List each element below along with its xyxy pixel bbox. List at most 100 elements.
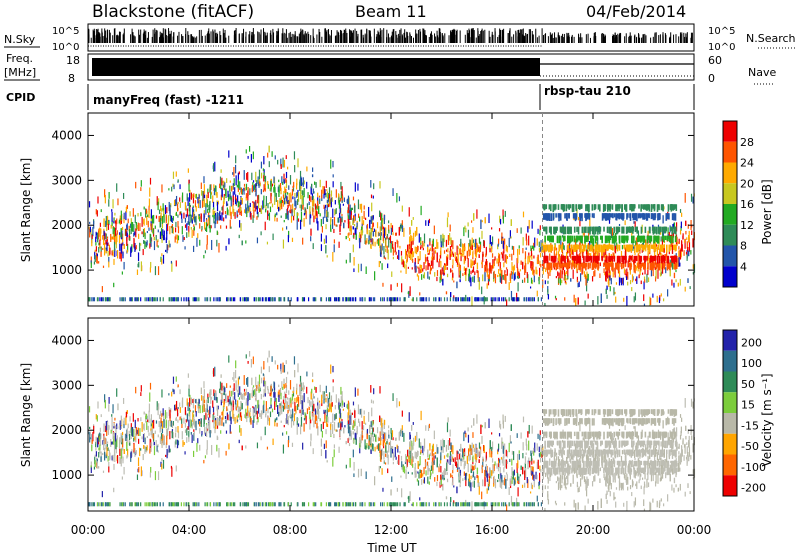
power-cell [457, 253, 459, 263]
power-cell [123, 297, 125, 302]
power-cell [452, 265, 454, 269]
velocity-cell [433, 455, 435, 463]
power-cell [452, 253, 455, 257]
velocity-cell [390, 446, 392, 449]
power-cell [151, 223, 154, 233]
power-cell [245, 203, 247, 214]
power-cell [522, 237, 524, 246]
power-cell [225, 214, 227, 219]
velocity-cell [423, 479, 425, 484]
power-cell [264, 181, 267, 191]
power-cell [312, 208, 314, 216]
power-cell [511, 271, 513, 279]
power-cell [648, 235, 650, 240]
power-cell [500, 273, 503, 284]
power-cell [183, 237, 185, 241]
power-cell [105, 233, 107, 240]
power-cell [666, 248, 668, 258]
power-cell [112, 226, 114, 235]
velocity-cell [297, 394, 299, 402]
power-cell [607, 244, 609, 251]
power-cell [210, 184, 212, 191]
velocity-cell [597, 442, 599, 452]
velocity-cell [191, 423, 193, 429]
power-cell [258, 169, 261, 180]
velocity-cell [246, 413, 248, 423]
power-cell [361, 297, 364, 302]
power-cell [251, 172, 253, 181]
power-cell [473, 213, 475, 221]
power-cell [686, 237, 688, 241]
power-cell [631, 274, 634, 283]
power-cell [318, 195, 321, 198]
power-cell [498, 228, 501, 232]
power-cell [521, 279, 524, 283]
power-cell [192, 194, 195, 204]
power-cell [477, 274, 479, 282]
power-cell [481, 286, 483, 295]
power-cell [401, 256, 403, 263]
power-cell [526, 239, 528, 246]
power-cell [121, 230, 123, 240]
power-cell [592, 254, 595, 258]
velocity-cell [160, 461, 162, 467]
power-cell [654, 226, 656, 232]
power-cell [216, 297, 219, 302]
velocity-cell [263, 400, 265, 406]
power-cell [493, 270, 495, 279]
power-cell [212, 201, 215, 208]
velocity-cell [511, 458, 513, 466]
power-cell [690, 250, 692, 255]
power-cell [181, 218, 183, 224]
velocity-cell [661, 461, 663, 469]
power-cell [239, 297, 241, 302]
power-cell [489, 262, 491, 272]
power-cell [547, 280, 549, 284]
power-cell [611, 213, 614, 218]
velocity-cell [516, 433, 518, 438]
power-cell [589, 262, 591, 269]
power-cell [229, 185, 231, 192]
power-cell [423, 262, 425, 270]
power-cell [259, 181, 261, 185]
power-cell [632, 226, 634, 234]
velocity-cell [636, 467, 638, 474]
power-cell [265, 204, 267, 211]
power-cell [175, 260, 177, 267]
power-cell [570, 235, 572, 243]
power-cell [188, 183, 190, 192]
velocity-cell [281, 404, 284, 408]
velocity-cell [104, 394, 106, 403]
velocity-cell [132, 413, 134, 422]
power-cell [462, 273, 464, 277]
power-cell [461, 297, 463, 302]
power-cell [680, 250, 682, 258]
power-cell [627, 260, 629, 268]
power-cell [605, 262, 607, 270]
velocity-cell [418, 438, 420, 448]
power-cell [292, 203, 294, 213]
power-cell [559, 278, 562, 286]
power-cell [672, 204, 675, 211]
power-cell [632, 204, 635, 210]
power-cell [392, 247, 394, 256]
power-cell [446, 297, 448, 302]
power-cell [326, 191, 329, 199]
power-cell [117, 198, 119, 206]
power-cell [609, 255, 612, 263]
velocity-cell [657, 474, 659, 484]
power-cell [396, 239, 398, 244]
power-cell [652, 267, 654, 277]
power-cell [642, 204, 645, 210]
power-cell [618, 235, 621, 243]
power-cell [559, 235, 562, 241]
power-cell [400, 223, 402, 229]
power-cell [459, 270, 461, 279]
power-cell [641, 235, 643, 242]
power-cell [570, 253, 572, 259]
power-cell [622, 255, 624, 263]
velocity-cell [646, 478, 648, 488]
power-cell [602, 213, 604, 220]
velocity-cell [275, 397, 277, 407]
power-cell [363, 205, 365, 210]
